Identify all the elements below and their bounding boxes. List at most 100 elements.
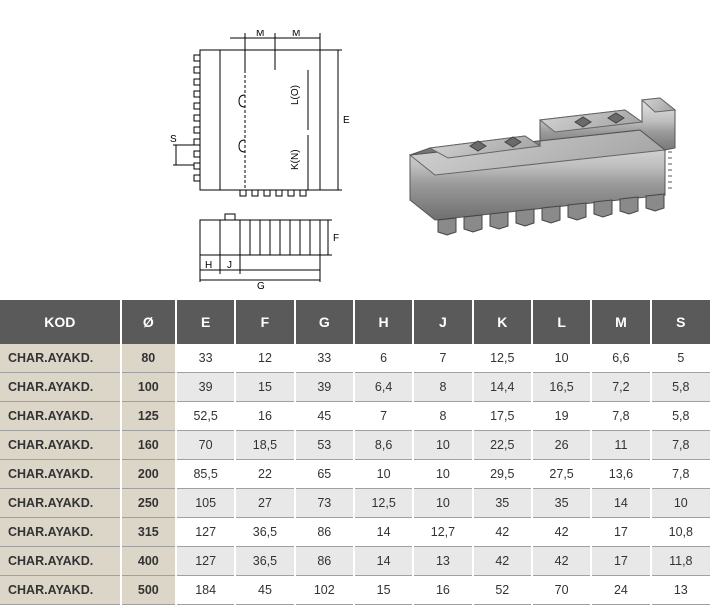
table-header-row: KOD Ø E F G H J K L M S [0,300,710,344]
cell-value: 86 [295,518,354,547]
table-row: CHAR.AYAKD.803312336712,5106,65 [0,344,710,373]
cell-value: 6 [354,344,413,373]
dim-m: M [256,30,264,39]
cell-value: 39 [295,373,354,402]
cell-kod: CHAR.AYAKD. [0,547,121,576]
cell-value: 105 [176,489,235,518]
th-kod: KOD [0,300,121,344]
cell-value: 17,5 [473,402,532,431]
cell-value: 7 [413,344,472,373]
cell-value: 12,5 [473,344,532,373]
cell-value: 45 [235,576,294,605]
cell-value: 8 [413,402,472,431]
cell-value: 70 [176,431,235,460]
cell-dia: 200 [121,460,176,489]
cell-kod: CHAR.AYAKD. [0,344,121,373]
cell-value: 10 [413,489,472,518]
cell-value: 29,5 [473,460,532,489]
cell-value: 12,7 [413,518,472,547]
th-m: M [591,300,650,344]
cell-value: 33 [295,344,354,373]
cell-value: 70 [532,576,591,605]
cell-value: 5,8 [651,373,710,402]
th-e: E [176,300,235,344]
cell-dia: 80 [121,344,176,373]
cell-value: 102 [295,576,354,605]
technical-drawing: M M E L(O) K(N) S [170,30,350,290]
cell-value: 35 [473,489,532,518]
cell-value: 14 [354,547,413,576]
dim-s: S [170,134,177,145]
cell-value: 39 [176,373,235,402]
cell-value: 52,5 [176,402,235,431]
cell-value: 8 [413,373,472,402]
cell-value: 42 [473,518,532,547]
dim-j: J [227,260,232,271]
cell-value: 42 [532,547,591,576]
dim-h: H [205,260,212,271]
table-row: CHAR.AYAKD.250105277312,51035351410 [0,489,710,518]
cell-value: 10 [413,460,472,489]
cell-value: 7,2 [591,373,650,402]
cell-value: 42 [532,518,591,547]
table-row: CHAR.AYAKD.40012736,586141342421711,8 [0,547,710,576]
spec-table: KOD Ø E F G H J K L M S CHAR.AYAKD.80331… [0,300,710,605]
cell-dia: 125 [121,402,176,431]
cell-value: 73 [295,489,354,518]
cell-value: 85,5 [176,460,235,489]
cell-value: 27,5 [532,460,591,489]
cell-value: 11,8 [651,547,710,576]
cell-value: 35 [532,489,591,518]
cell-value: 7,8 [651,460,710,489]
cell-value: 18,5 [235,431,294,460]
figure-area: M M E L(O) K(N) S [0,0,710,300]
cell-value: 10 [413,431,472,460]
cell-value: 26 [532,431,591,460]
cell-dia: 250 [121,489,176,518]
table-row: CHAR.AYAKD.31512736,5861412,742421710,8 [0,518,710,547]
cell-dia: 400 [121,547,176,576]
cell-kod: CHAR.AYAKD. [0,373,121,402]
cell-value: 14 [591,489,650,518]
cell-value: 6,6 [591,344,650,373]
th-j: J [413,300,472,344]
cell-kod: CHAR.AYAKD. [0,576,121,605]
th-h: H [354,300,413,344]
cell-value: 27 [235,489,294,518]
cell-value: 22 [235,460,294,489]
table-row: CHAR.AYAKD.1003915396,4814,416,57,25,8 [0,373,710,402]
cell-value: 45 [295,402,354,431]
cell-value: 184 [176,576,235,605]
cell-dia: 100 [121,373,176,402]
cell-value: 8,6 [354,431,413,460]
table-body: CHAR.AYAKD.803312336712,5106,65CHAR.AYAK… [0,344,710,605]
dim-m2: M [292,30,300,39]
cell-value: 22,5 [473,431,532,460]
cell-value: 24 [591,576,650,605]
table-row: CHAR.AYAKD.1607018,5538,61022,526117,8 [0,431,710,460]
cell-value: 16 [413,576,472,605]
table-row: CHAR.AYAKD.20085,52265101029,527,513,67,… [0,460,710,489]
table-row: CHAR.AYAKD.50018445102151652702413 [0,576,710,605]
cell-value: 5 [651,344,710,373]
cell-value: 12,5 [354,489,413,518]
cell-dia: 500 [121,576,176,605]
cell-value: 42 [473,547,532,576]
dim-lo: L(O) [290,85,301,105]
dim-f: F [333,233,339,244]
cell-value: 16,5 [532,373,591,402]
product-photo [390,60,680,240]
cell-value: 17 [591,518,650,547]
cell-value: 11 [591,431,650,460]
cell-value: 14,4 [473,373,532,402]
cell-value: 6,4 [354,373,413,402]
cell-value: 15 [354,576,413,605]
table-row: CHAR.AYAKD.12552,516457817,5197,85,8 [0,402,710,431]
dim-e: E [343,115,350,126]
cell-value: 33 [176,344,235,373]
cell-value: 36,5 [235,518,294,547]
cell-value: 5,8 [651,402,710,431]
cell-value: 10 [532,344,591,373]
cell-dia: 160 [121,431,176,460]
cell-kod: CHAR.AYAKD. [0,489,121,518]
